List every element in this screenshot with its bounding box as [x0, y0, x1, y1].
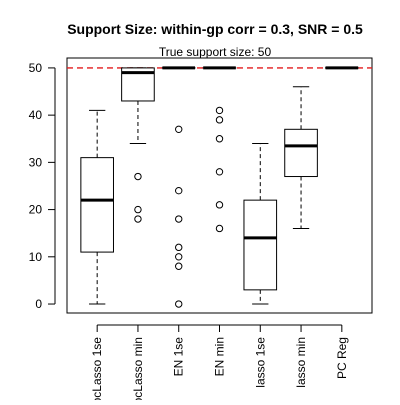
outlier [216, 202, 222, 208]
y-tick-label: 0 [35, 297, 42, 311]
box [285, 129, 318, 176]
outlier [216, 107, 222, 113]
y-tick-label: 40 [29, 108, 43, 122]
y-tick-label: 30 [29, 155, 43, 169]
x-tick-label: pcLasso 1se [90, 337, 104, 400]
annotation: True support size: 50 [159, 45, 272, 59]
outlier [176, 254, 182, 260]
outlier [216, 136, 222, 142]
outlier [176, 263, 182, 269]
outlier [176, 244, 182, 250]
y-tick-label: 50 [29, 61, 43, 75]
outlier [135, 173, 141, 179]
x-tick-label: PC Reg [335, 337, 349, 379]
y-tick-label: 20 [29, 203, 43, 217]
outlier [176, 301, 182, 307]
outlier [176, 216, 182, 222]
x-tick-label: EN min [213, 337, 227, 376]
x-tick-label: pcLasso min [131, 337, 145, 400]
x-tick-label: EN 1se [172, 337, 186, 377]
outlier [216, 117, 222, 123]
outlier [135, 216, 141, 222]
outlier [216, 169, 222, 175]
x-tick-label: lasso min [294, 337, 308, 388]
outlier [135, 206, 141, 212]
chart-title: Support Size: within-gp corr = 0.3, SNR … [67, 21, 363, 37]
x-tick-label: lasso 1se [253, 337, 267, 388]
box [244, 200, 277, 290]
outlier [216, 225, 222, 231]
y-tick-label: 10 [29, 250, 43, 264]
outlier [176, 126, 182, 132]
box [81, 158, 114, 252]
outlier [176, 187, 182, 193]
